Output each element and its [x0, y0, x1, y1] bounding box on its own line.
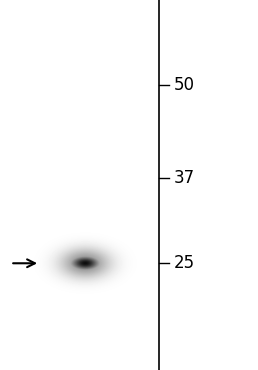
- Text: 37: 37: [174, 169, 195, 187]
- Text: 50: 50: [174, 76, 195, 94]
- Text: 25: 25: [174, 254, 195, 272]
